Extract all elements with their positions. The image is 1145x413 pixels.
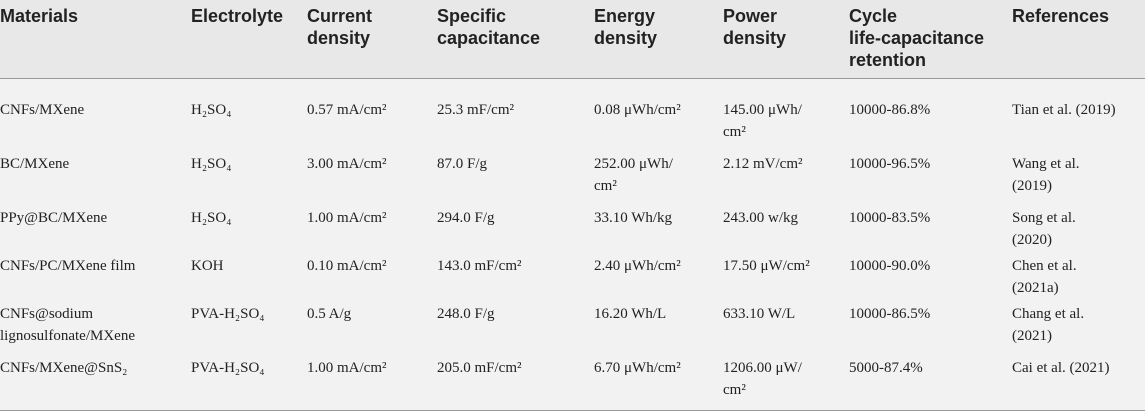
cell-cycle-life: 5000-87.4% xyxy=(849,360,923,376)
cell-current-density: 3.00 mA/cm² xyxy=(307,156,387,172)
cell-electrolyte: PVA-H₂SO₄ xyxy=(191,306,265,322)
cell-cycle-life: 10000-96.5% xyxy=(849,156,931,172)
cell-current-density: 0.57 mA/cm² xyxy=(307,102,387,118)
header-electrolyte: Electrolyte xyxy=(191,6,284,26)
table-bottom-rule xyxy=(0,410,1145,411)
cell-material: BC/MXene xyxy=(0,156,70,172)
cell-energy-density: 16.20 Wh/L xyxy=(594,306,667,322)
header-materials: Materials xyxy=(0,6,79,26)
cell-specific-capacitance: 205.0 mF/cm² xyxy=(437,360,522,376)
header-references: References xyxy=(1012,6,1110,26)
cell-cycle-life: 10000-86.8% xyxy=(849,102,931,118)
table-body: CNFs/MXene H₂SO₄ 0.57 mA/cm² 25.3 mF/cm²… xyxy=(0,79,1145,410)
cell-power-density: 1206.00 μW/cm² xyxy=(723,360,802,398)
cell-power-density: 633.10 W/L xyxy=(723,306,796,322)
cell-power-density: 145.00 μWh/cm² xyxy=(723,102,802,140)
cell-reference: Chang et al. (2021) xyxy=(1012,306,1085,344)
cell-cycle-life: 10000-86.5% xyxy=(849,306,931,322)
cell-electrolyte: H₂SO₄ xyxy=(191,210,232,226)
cell-current-density: 0.10 mA/cm² xyxy=(307,258,387,274)
cell-reference: Song et al. (2020) xyxy=(1012,210,1076,248)
cell-energy-density: 33.10 Wh/kg xyxy=(594,210,673,226)
cell-power-density: 2.12 mV/cm² xyxy=(723,156,803,172)
cell-specific-capacitance: 248.0 F/g xyxy=(437,306,495,322)
cell-electrolyte: PVA-H₂SO₄ xyxy=(191,360,265,376)
cell-energy-density: 252.00 μWh/cm² xyxy=(594,156,673,194)
cell-reference: Chen et al. (2021a) xyxy=(1012,258,1077,296)
cell-electrolyte: H₂SO₄ xyxy=(191,102,232,118)
cell-material: PPy@BC/MXene xyxy=(0,210,108,226)
cell-reference: Tian et al. (2019) xyxy=(1012,102,1116,118)
cell-energy-density: 0.08 μWh/cm² xyxy=(594,102,681,118)
cell-specific-capacitance: 143.0 mF/cm² xyxy=(437,258,522,274)
header-specific-capacitance: Specific capacitance xyxy=(437,6,541,48)
cell-electrolyte: KOH xyxy=(191,258,224,274)
cell-current-density: 1.00 mA/cm² xyxy=(307,360,387,376)
cell-material: CNFs/PC/MXene film xyxy=(0,258,136,274)
cell-power-density: 17.50 μW/cm² xyxy=(723,258,810,274)
header-current-density: Current density xyxy=(307,6,373,48)
header-power-density: Power density xyxy=(723,6,787,48)
table-header-row: Materials Electrolyte Current density Spe… xyxy=(0,0,1145,79)
cell-electrolyte: H₂SO₄ xyxy=(191,156,232,172)
cell-reference: Wang et al. (2019) xyxy=(1012,156,1080,194)
cell-specific-capacitance: 294.0 F/g xyxy=(437,210,495,226)
cell-material: CNFs/MXene xyxy=(0,102,85,118)
cell-power-density: 243.00 w/kg xyxy=(723,210,798,226)
cell-cycle-life: 10000-90.0% xyxy=(849,258,931,274)
header-energy-density: Energy density xyxy=(594,6,658,48)
cell-material: CNFs@sodium lignosulfonate/MXene xyxy=(0,306,135,344)
cell-specific-capacitance: 25.3 mF/cm² xyxy=(437,102,514,118)
header-cycle-life: Cycle life-capacitance retention xyxy=(849,6,985,70)
cell-energy-density: 2.40 μWh/cm² xyxy=(594,258,681,274)
cell-current-density: 0.5 A/g xyxy=(307,306,352,322)
cell-current-density: 1.00 mA/cm² xyxy=(307,210,387,226)
cell-material: CNFs/MXene@SnS₂ xyxy=(0,360,128,376)
cell-reference: Cai et al. (2021) xyxy=(1012,360,1110,376)
cell-specific-capacitance: 87.0 F/g xyxy=(437,156,488,172)
cell-cycle-life: 10000-83.5% xyxy=(849,210,931,226)
cell-energy-density: 6.70 μWh/cm² xyxy=(594,360,681,376)
